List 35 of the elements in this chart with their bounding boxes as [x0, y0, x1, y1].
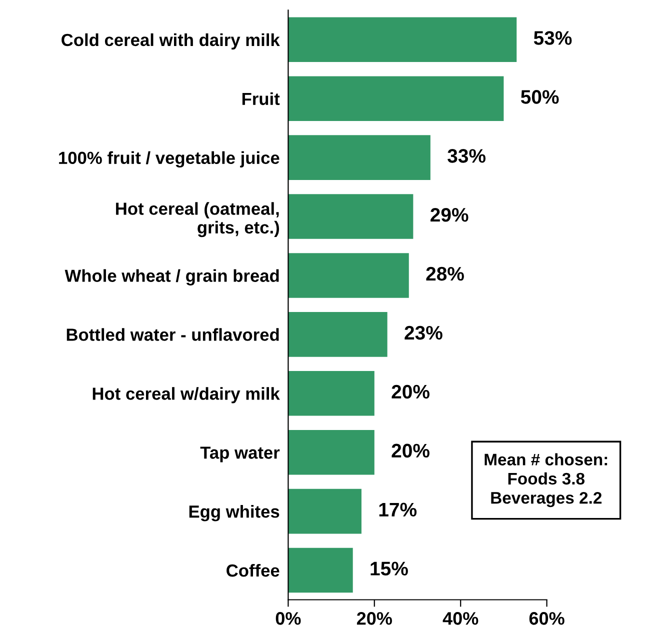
bar	[288, 194, 414, 239]
x-tick-label: 0%	[276, 612, 301, 625]
x-tick-label: 20%	[356, 612, 392, 625]
y-tick-label: Hot cereal (oatmeal, grits, etc.)	[116, 202, 280, 238]
data-label: 33%	[448, 149, 486, 163]
data-label: 20%	[392, 444, 430, 458]
y-tick-label: Bottled water - unflavored	[66, 328, 279, 341]
data-label: 28%	[426, 266, 464, 281]
y-tick-label: Cold cereal with dairy milk	[62, 33, 280, 50]
x-tick-label: 60%	[529, 612, 564, 625]
bar	[288, 312, 388, 357]
data-label: 23%	[404, 326, 442, 340]
data-label: 17%	[379, 502, 417, 516]
y-tick-label: Tap water	[200, 446, 280, 462]
data-label: 20%	[392, 384, 430, 399]
bar	[288, 430, 374, 475]
bar	[288, 17, 517, 62]
y-tick-label: Whole wheat / grain bread	[64, 269, 279, 286]
y-tick-label: Coffee	[226, 564, 280, 577]
data-label: 29%	[430, 208, 468, 222]
bar	[288, 548, 353, 593]
bar	[288, 488, 362, 534]
y-tick-label: Egg whites	[189, 505, 280, 522]
y-tick-label: Fruit	[242, 92, 280, 106]
x-tick-label: 40%	[442, 612, 478, 625]
bar	[288, 135, 430, 180]
annotation: Mean # chosen: Foods 3.8 Beverages 2.2	[484, 453, 608, 508]
data-label: 15%	[370, 562, 408, 576]
bar	[288, 76, 504, 122]
y-tick-label: Hot cereal w/dairy milk	[92, 387, 280, 404]
y-tick-label: 100% fruit / vegetable juice	[59, 151, 280, 168]
data-label: 53%	[534, 31, 572, 45]
data-label: 50%	[520, 90, 559, 104]
bar	[288, 253, 409, 298]
bar	[288, 370, 374, 416]
